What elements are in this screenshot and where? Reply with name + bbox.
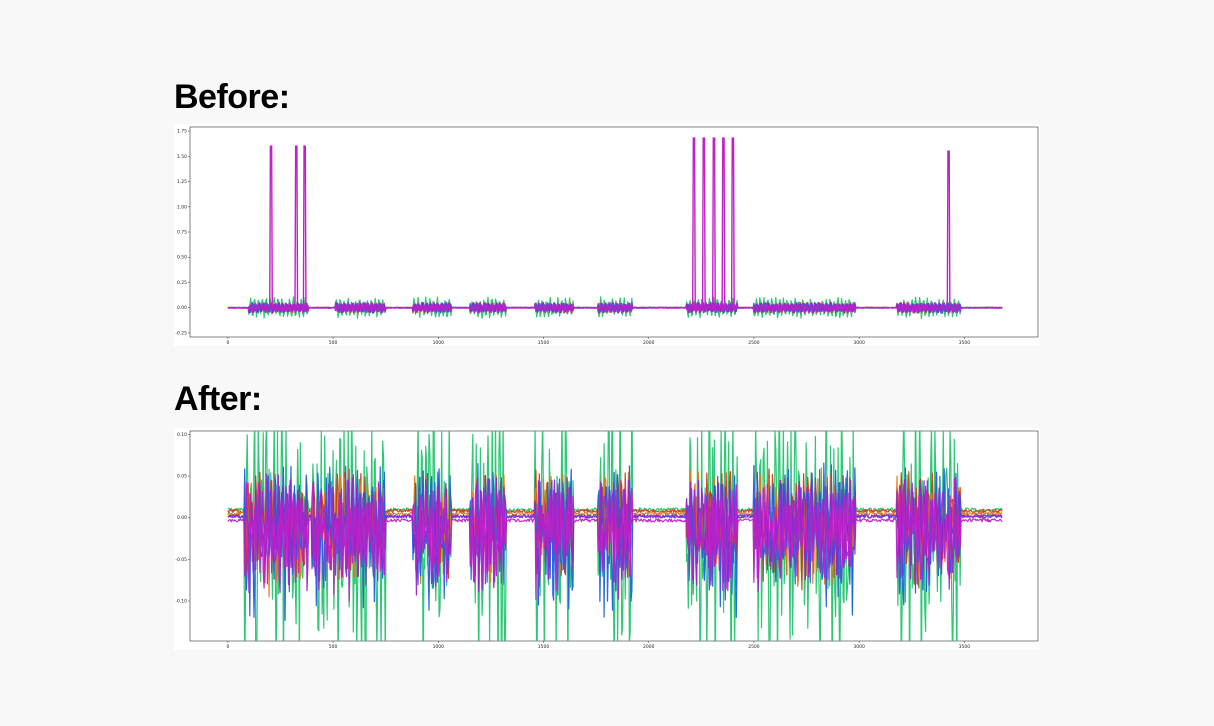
spike-mark: [691, 137, 696, 308]
x-tick-label: 2500: [748, 644, 760, 650]
before-chart-panel: 0 500 1000 1500 2000 2500 3000 3500 -0.25 0.00 0.2…: [174, 124, 1040, 346]
spike-mark: [294, 145, 299, 308]
y-tick-label: 0.00: [177, 305, 187, 311]
x-tick-label: 1000: [433, 644, 445, 650]
series-line: [227, 478, 1003, 602]
y-tick-label: 1.75: [177, 129, 187, 135]
y-tick-label: 1.50: [177, 154, 187, 160]
spike-mark: [711, 137, 716, 308]
before-heading: Before:: [174, 78, 290, 116]
spike-mark: [701, 137, 706, 308]
x-tick-label: 2500: [748, 340, 760, 346]
before-line-chart: 0 500 1000 1500 2000 2500 3000 3500 -0.25 0.00 0.2…: [175, 126, 1039, 346]
x-tick-label: 1000: [433, 340, 445, 346]
x-tick-label: 500: [329, 644, 338, 650]
after-chart-panel: 0 500 1000 1500 2000 2500 3000 3500 -0.10 -0.05 0.…: [174, 428, 1040, 650]
spike-mark: [269, 145, 273, 308]
y-tick-label: -0.10: [175, 599, 187, 605]
y-tick-label: 0.10: [177, 432, 187, 438]
spike-mark: [302, 145, 307, 308]
series-group: [227, 431, 1003, 641]
spike-mark: [721, 137, 726, 308]
spike-mark: [730, 137, 735, 308]
y-tick-label: 0.50: [177, 255, 187, 261]
series-group: [227, 137, 1003, 320]
y-tick-label: -0.05: [175, 557, 187, 563]
y-tick-label: 1.00: [177, 204, 187, 210]
x-tick-label: 2000: [643, 340, 655, 346]
y-tick-label: -0.25: [175, 330, 187, 336]
x-tick-label: 3500: [959, 340, 971, 346]
y-tick-label: 0.05: [177, 474, 187, 480]
x-tick-label: 3000: [853, 340, 865, 346]
x-tick-label: 1500: [538, 340, 550, 346]
after-heading: After:: [174, 380, 262, 418]
x-tick-label: 3000: [853, 644, 865, 650]
x-tick-label: 1500: [538, 644, 550, 650]
x-tick-label: 2000: [643, 644, 655, 650]
series-line: [227, 301, 1003, 314]
plot-area-frame: [189, 126, 1039, 338]
y-tick-label: 0.00: [177, 515, 187, 521]
y-tick-label: 1.25: [177, 179, 187, 185]
y-tick-label: 0.75: [177, 230, 187, 236]
spike-mark: [946, 150, 951, 308]
x-tick-label: 3500: [959, 644, 971, 650]
x-tick-label: 0: [226, 644, 229, 650]
x-tick-label: 500: [329, 340, 338, 346]
y-tick-label: 0.25: [177, 280, 187, 286]
x-tick-label: 0: [226, 340, 229, 346]
after-line-chart: 0 500 1000 1500 2000 2500 3000 3500 -0.10 -0.05 0.…: [175, 430, 1039, 650]
